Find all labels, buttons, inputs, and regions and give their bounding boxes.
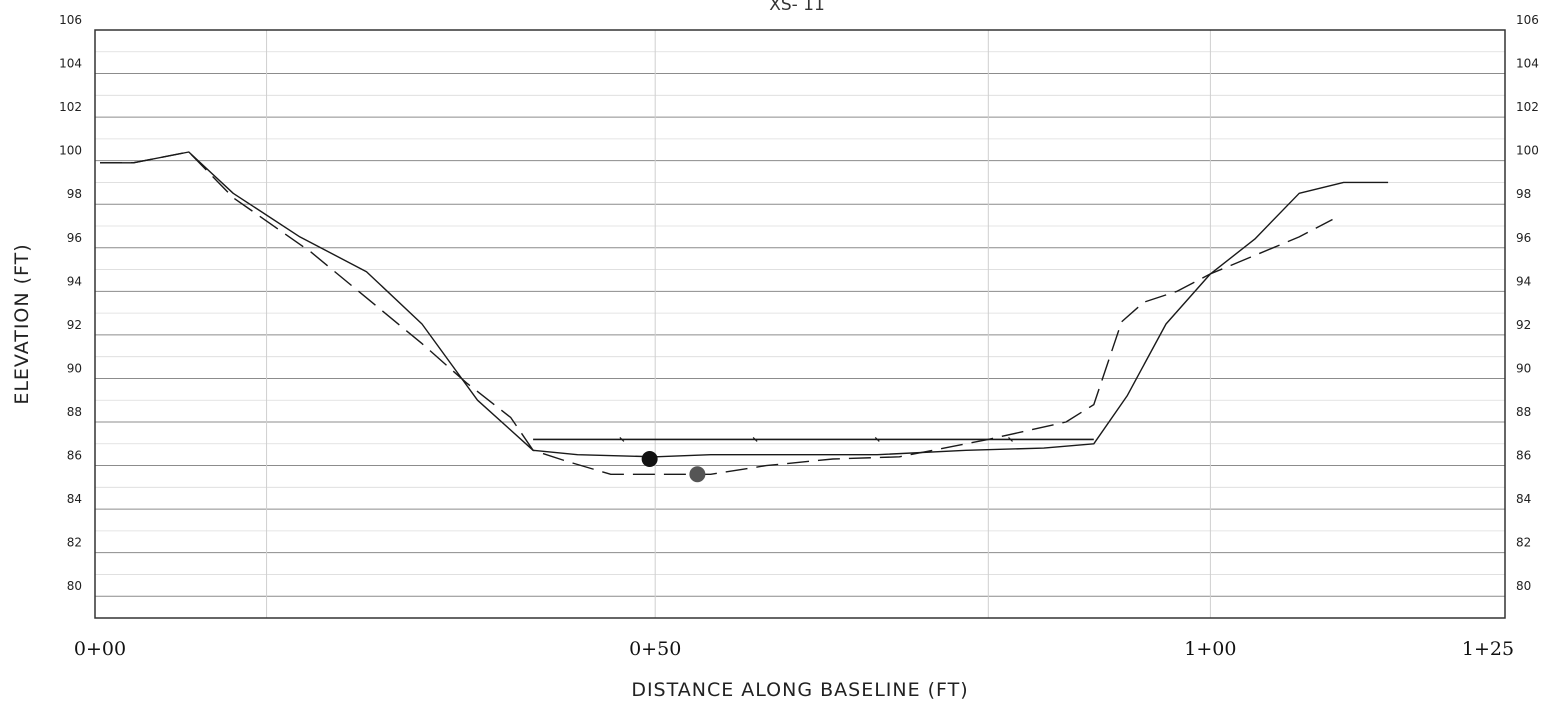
x-tick-label: 0+50 (629, 638, 681, 660)
y-tick-label-right: 100 (1516, 144, 1539, 158)
y-tick-label-left: 106 (59, 13, 82, 27)
x-tick-label: 0+00 (74, 638, 126, 660)
y-tick-label-right: 84 (1516, 492, 1531, 506)
y-tick-label-left: 80 (67, 579, 82, 593)
x-tick-label: 1+00 (1184, 638, 1236, 660)
x-tick-label: 1+25 (1462, 638, 1514, 660)
y-tick-label-right: 106 (1516, 13, 1539, 27)
y-tick-label-right: 98 (1516, 187, 1531, 201)
y-tick-label-right: 94 (1516, 274, 1531, 288)
y-tick-label-right: 104 (1516, 57, 1539, 71)
right-y-tick-labels: 80 82 84 86 88 90 92 94 96 98 100 102 104 106 (1516, 13, 1539, 593)
y-tick-label-right: 88 (1516, 405, 1531, 419)
y-tick-label-left: 94 (67, 274, 82, 288)
y-axis-label: ELEVATION (FT) (11, 243, 33, 404)
y-tick-label-right: 92 (1516, 318, 1531, 332)
y-tick-label-left: 84 (67, 492, 82, 506)
grid (95, 29, 1505, 618)
x-axis-label: DISTANCE ALONG BASELINE (FT) (631, 679, 968, 701)
left-y-tick-labels: 80 82 84 86 88 90 92 94 96 98 100 102 104 106 (59, 13, 82, 593)
series-group (100, 151, 1389, 475)
x-tick-labels: 0+00 0+50 1+00 1+25 (74, 638, 1514, 660)
y-tick-label-left: 86 (67, 449, 82, 463)
y-tick-label-left: 88 (67, 405, 82, 419)
y-tick-label-left: 104 (59, 57, 82, 71)
y-tick-label-left: 100 (59, 144, 82, 158)
y-tick-label-left: 92 (67, 318, 82, 332)
plot-frame (94, 29, 1506, 619)
series-line-solid (100, 151, 1389, 458)
data-point (641, 451, 658, 468)
y-tick-label-right: 102 (1516, 100, 1539, 114)
y-tick-label-left: 90 (67, 361, 82, 375)
chart-title: XS- 11 (769, 0, 825, 15)
y-tick-label-right: 96 (1516, 231, 1531, 245)
y-tick-label-right: 90 (1516, 361, 1531, 375)
water-surface-marker (874, 436, 880, 442)
y-tick-label-left: 82 (67, 536, 82, 550)
water-surface-marker (619, 436, 625, 442)
y-tick-label-left: 98 (67, 187, 82, 201)
series-line-dashed (100, 151, 1333, 475)
y-tick-label-left: 102 (59, 100, 82, 114)
water-surface-marker (752, 436, 758, 442)
y-tick-label-right: 82 (1516, 536, 1531, 550)
y-tick-label-right: 86 (1516, 449, 1531, 463)
water-surface-marker (1008, 436, 1013, 442)
data-point (689, 466, 706, 483)
points-group (641, 451, 706, 483)
y-tick-label-right: 80 (1516, 579, 1531, 593)
y-tick-label-left: 96 (67, 231, 82, 245)
